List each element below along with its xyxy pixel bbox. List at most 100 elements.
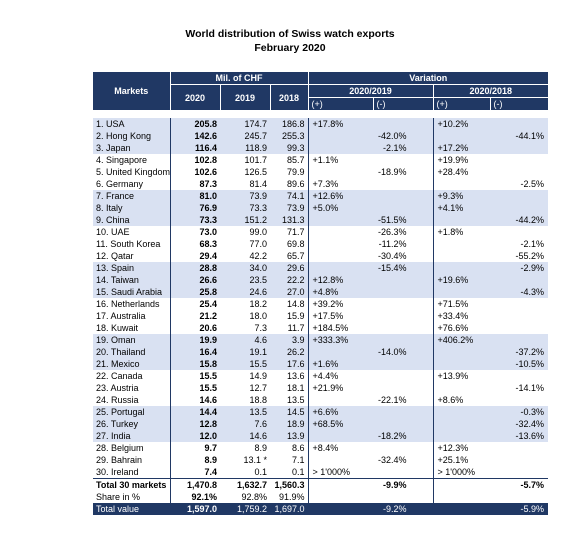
value-cell: +9.3%: [432, 190, 490, 202]
value-cell: 68.3: [169, 238, 220, 250]
value-cell: 8.9: [169, 454, 220, 466]
value-cell: [490, 142, 549, 154]
value-cell: [373, 334, 433, 346]
market-cell: 22. Canada: [96, 371, 143, 381]
value-cell: 73.0: [169, 226, 220, 238]
table-body: 1. USA 205.8 174.7 186.8 +17.8% +10.2% 2. Hong…: [93, 118, 549, 515]
value-cell: [373, 322, 433, 334]
value-cell: +71.5%: [432, 298, 490, 310]
table-row: 12. Qatar 29.4 42.2 65.7 -30.4% -55.2%: [93, 250, 548, 262]
value-cell: -55.2%: [515, 251, 545, 261]
value-cell: 25.4: [169, 298, 220, 310]
value-cell: 76.9: [169, 202, 220, 214]
value-cell: [373, 466, 433, 479]
market-cell: 19. Oman: [93, 334, 170, 346]
value-cell: [432, 178, 490, 190]
table-row: 17. Australia 21.2 18.0 15.9 +17.5% +33.4%: [93, 310, 548, 322]
value-cell: +1.1%: [307, 154, 373, 166]
value-cell: [490, 190, 549, 202]
market-cell: Total value: [93, 503, 170, 515]
market-cell: 11. South Korea: [96, 239, 161, 249]
table-row: 1. USA 205.8 174.7 186.8 +17.8% +10.2%: [93, 118, 549, 130]
value-cell: 19.1: [220, 346, 270, 358]
value-cell: [307, 238, 373, 250]
value-cell: 20.6: [169, 322, 220, 334]
value-cell: 73.9: [220, 190, 270, 202]
value-cell: -30.4%: [377, 251, 407, 261]
value-cell: 87.3: [169, 178, 220, 190]
value-cell: +25.1%: [432, 454, 490, 466]
market-cell: 20. Thailand: [93, 346, 170, 358]
table-row: 29. Bahrain 8.9 13.1 * 7.1 -32.4% +25.1%: [93, 454, 548, 466]
value-cell: +12.8%: [307, 274, 373, 286]
value-cell: [432, 130, 490, 142]
value-cell: -10.5%: [490, 358, 549, 370]
value-cell: 255.3: [270, 130, 308, 142]
value-cell: +17.5%: [307, 310, 373, 322]
value-cell: 21.2: [169, 310, 220, 322]
header-cell: 2020: [169, 84, 220, 110]
value-cell: +28.4%: [432, 166, 490, 178]
header-cell: (+): [432, 97, 490, 110]
market-cell: 25. Portugal: [93, 406, 170, 418]
market-cell: 16. Netherlands: [96, 299, 160, 309]
value-cell: 1,560.3: [270, 478, 308, 491]
value-cell: [373, 178, 433, 190]
value-cell: 151.2: [220, 214, 270, 226]
value-cell: 15.5: [169, 382, 220, 394]
value-cell: +10.2%: [432, 118, 490, 130]
market-cell: 27. India: [93, 430, 170, 442]
market-cell: 8. Italy: [93, 202, 170, 214]
value-cell: [307, 430, 373, 442]
value-cell: [373, 286, 433, 298]
value-cell: +4.8%: [307, 286, 373, 298]
value-cell: 205.8: [169, 118, 220, 130]
value-cell: [490, 454, 548, 466]
table-row: 9. China 73.3 151.2 131.3 -51.5% -44.2%: [93, 214, 549, 226]
value-cell: 1,697.0: [270, 503, 308, 515]
value-cell: > 1'000%: [307, 466, 373, 479]
value-cell: 92.8%: [241, 492, 267, 502]
value-cell: +8.4%: [307, 442, 373, 454]
value-cell: 69.8: [286, 239, 305, 249]
value-cell: 73.3: [169, 214, 220, 226]
spacer: [93, 110, 548, 118]
value-cell: 142.6: [169, 130, 220, 142]
value-cell: 13.1 *: [243, 455, 267, 465]
value-cell: [432, 418, 490, 430]
value-cell: [373, 442, 433, 454]
table-row: 8. Italy 76.9 73.3 73.9 +5.0% +4.1%: [93, 202, 549, 214]
subtitle: February 2020: [254, 42, 326, 54]
value-cell: > 1'000%: [432, 466, 490, 479]
value-cell: -4.3%: [490, 286, 549, 298]
value-cell: [490, 322, 548, 334]
exports-table: Markets Mil. of CHF Variation 2020 2019 …: [93, 72, 549, 515]
value-cell: 11.7: [287, 323, 305, 333]
value-cell: [307, 262, 373, 274]
value-cell: -18.9%: [377, 167, 407, 177]
value-cell: -2.5%: [520, 179, 545, 189]
value-cell: [373, 418, 433, 430]
value-cell: [432, 238, 490, 250]
value-cell: -5.7%: [490, 478, 549, 491]
value-cell: 7.4: [169, 466, 220, 479]
value-cell: [490, 442, 548, 454]
header-cell: 2018: [269, 84, 308, 110]
value-cell: +6.6%: [307, 406, 373, 418]
value-cell: -32.4%: [490, 418, 549, 430]
value-cell: -13.6%: [490, 430, 549, 442]
table-row: 22. Canada 15.5 14.9 13.6 +4.4% +13.9%: [93, 370, 548, 382]
value-cell: 42.2: [249, 251, 267, 261]
market-cell: 15. Saudi Arabia: [93, 286, 170, 298]
value-cell: +76.6%: [432, 322, 490, 334]
table-row: 5. United Kingdom 102.6 126.5 79.9 -18.9% +28…: [93, 166, 548, 178]
table-row: Total value 1,597.0 1,759.2 1,697.0 -9.2% -5.…: [93, 503, 549, 515]
value-cell: 73.9: [270, 202, 308, 214]
value-cell: [432, 262, 490, 274]
value-cell: 99.0: [249, 227, 267, 237]
value-cell: 12.8: [169, 418, 220, 430]
value-cell: 81.4: [249, 179, 267, 189]
market-cell: 28. Belgium: [96, 443, 144, 453]
value-cell: [432, 503, 490, 515]
value-cell: +17.8%: [307, 118, 373, 130]
